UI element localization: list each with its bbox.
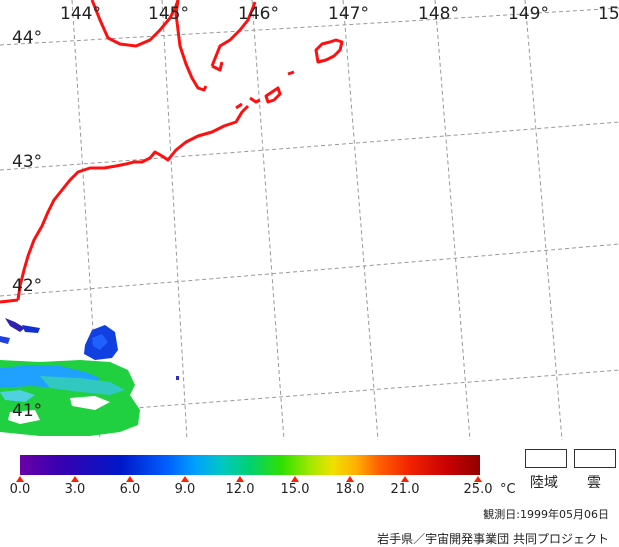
colorbar-tick-label: 0.0 — [9, 482, 31, 497]
lon-label: 144° — [60, 4, 101, 24]
colorbar-tick-mark — [16, 476, 24, 482]
coastline — [0, 0, 344, 304]
observation-date: 観測日:1999年05月06日 — [483, 508, 609, 521]
colorbar-tick-label: 6.0 — [119, 482, 141, 497]
lon-label: 146° — [238, 4, 279, 24]
lat-label: 41° — [12, 401, 43, 421]
sst-data — [0, 318, 179, 436]
graticule — [0, 0, 619, 441]
lat-label: 42° — [12, 276, 43, 296]
colorbar-tick-mark — [181, 476, 189, 482]
cloud-legend-swatch — [574, 449, 616, 468]
colorbar-tick-label: 18.0 — [335, 482, 365, 497]
temperature-colorbar — [20, 455, 480, 475]
sst-map: 144° 145° 146° 147° 148° 149° 15 44° 43°… — [0, 0, 619, 441]
cloud-legend-label: 雲 — [587, 475, 601, 491]
credit-text: 岩手県／宇宙開発事業団 共同プロジェクト — [377, 532, 609, 546]
colorbar-tick-mark — [346, 476, 354, 482]
colorbar-tick-label: 3.0 — [64, 482, 86, 497]
colorbar-tick-label: 25.0 — [463, 482, 493, 497]
colorbar-tick-mark — [236, 476, 244, 482]
map-canvas — [0, 0, 619, 441]
lon-label: 149° — [508, 4, 549, 24]
lon-label: 147° — [328, 4, 369, 24]
colorbar-tick-mark — [474, 476, 482, 482]
land-legend-swatch — [525, 449, 567, 468]
lon-label: 148° — [418, 4, 459, 24]
colorbar-tick-label: 9.0 — [174, 482, 196, 497]
lat-label: 43° — [12, 152, 43, 172]
colorbar-tick-label: 21.0 — [390, 482, 420, 497]
lon-label: 145° — [148, 4, 189, 24]
colorbar-tick-mark — [401, 476, 409, 482]
colorbar-tick-mark — [126, 476, 134, 482]
lat-label: 44° — [12, 28, 43, 48]
colorbar-tick-mark — [291, 476, 299, 482]
land-legend-label: 陸域 — [530, 475, 558, 491]
colorbar-tick-mark — [71, 476, 79, 482]
colorbar-tick-label: 12.0 — [225, 482, 255, 497]
colorbar-tick-label: 15.0 — [280, 482, 310, 497]
lon-label: 15 — [598, 4, 619, 24]
colorbar-unit: °C — [500, 482, 516, 497]
